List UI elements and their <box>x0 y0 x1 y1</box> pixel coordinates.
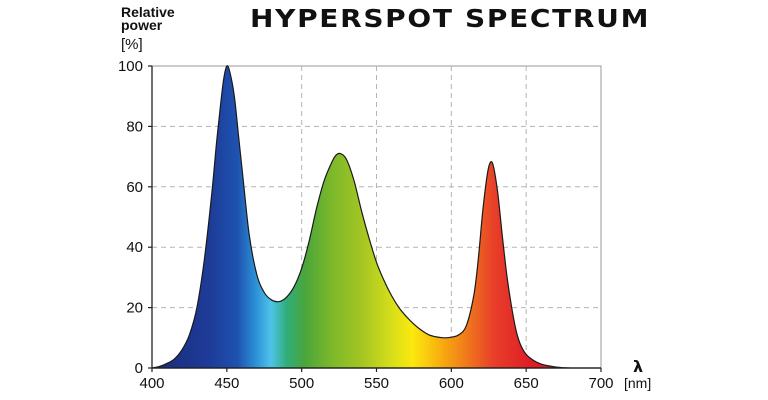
x-tick-label: 400 <box>139 375 164 392</box>
y-tick-label: 20 <box>126 300 143 317</box>
y-tick-label: 100 <box>118 58 143 75</box>
y-axis-unit: [%] <box>121 36 143 53</box>
spectrum-area <box>151 65 601 369</box>
x-tick-label: 550 <box>364 375 389 392</box>
y-tick-label: 60 <box>126 179 143 196</box>
y-tick-label: 0 <box>135 360 143 377</box>
x-tick-label: 700 <box>588 375 613 392</box>
x-axis-symbol: λ <box>633 357 644 376</box>
x-axis-unit: [nm] <box>624 375 652 391</box>
x-tick-label: 450 <box>214 375 239 392</box>
y-tick-label: 80 <box>126 118 143 135</box>
x-tick-label: 650 <box>514 375 539 392</box>
x-tick-label: 500 <box>289 375 314 392</box>
y-tick-label: 40 <box>126 239 143 256</box>
y-axis-label-line2: power <box>121 17 163 33</box>
x-tick-label: 600 <box>439 375 464 392</box>
y-axis-label-line1: Relative <box>121 4 175 20</box>
chart-title: HYPERSPOT SPECTRUM <box>250 4 651 33</box>
